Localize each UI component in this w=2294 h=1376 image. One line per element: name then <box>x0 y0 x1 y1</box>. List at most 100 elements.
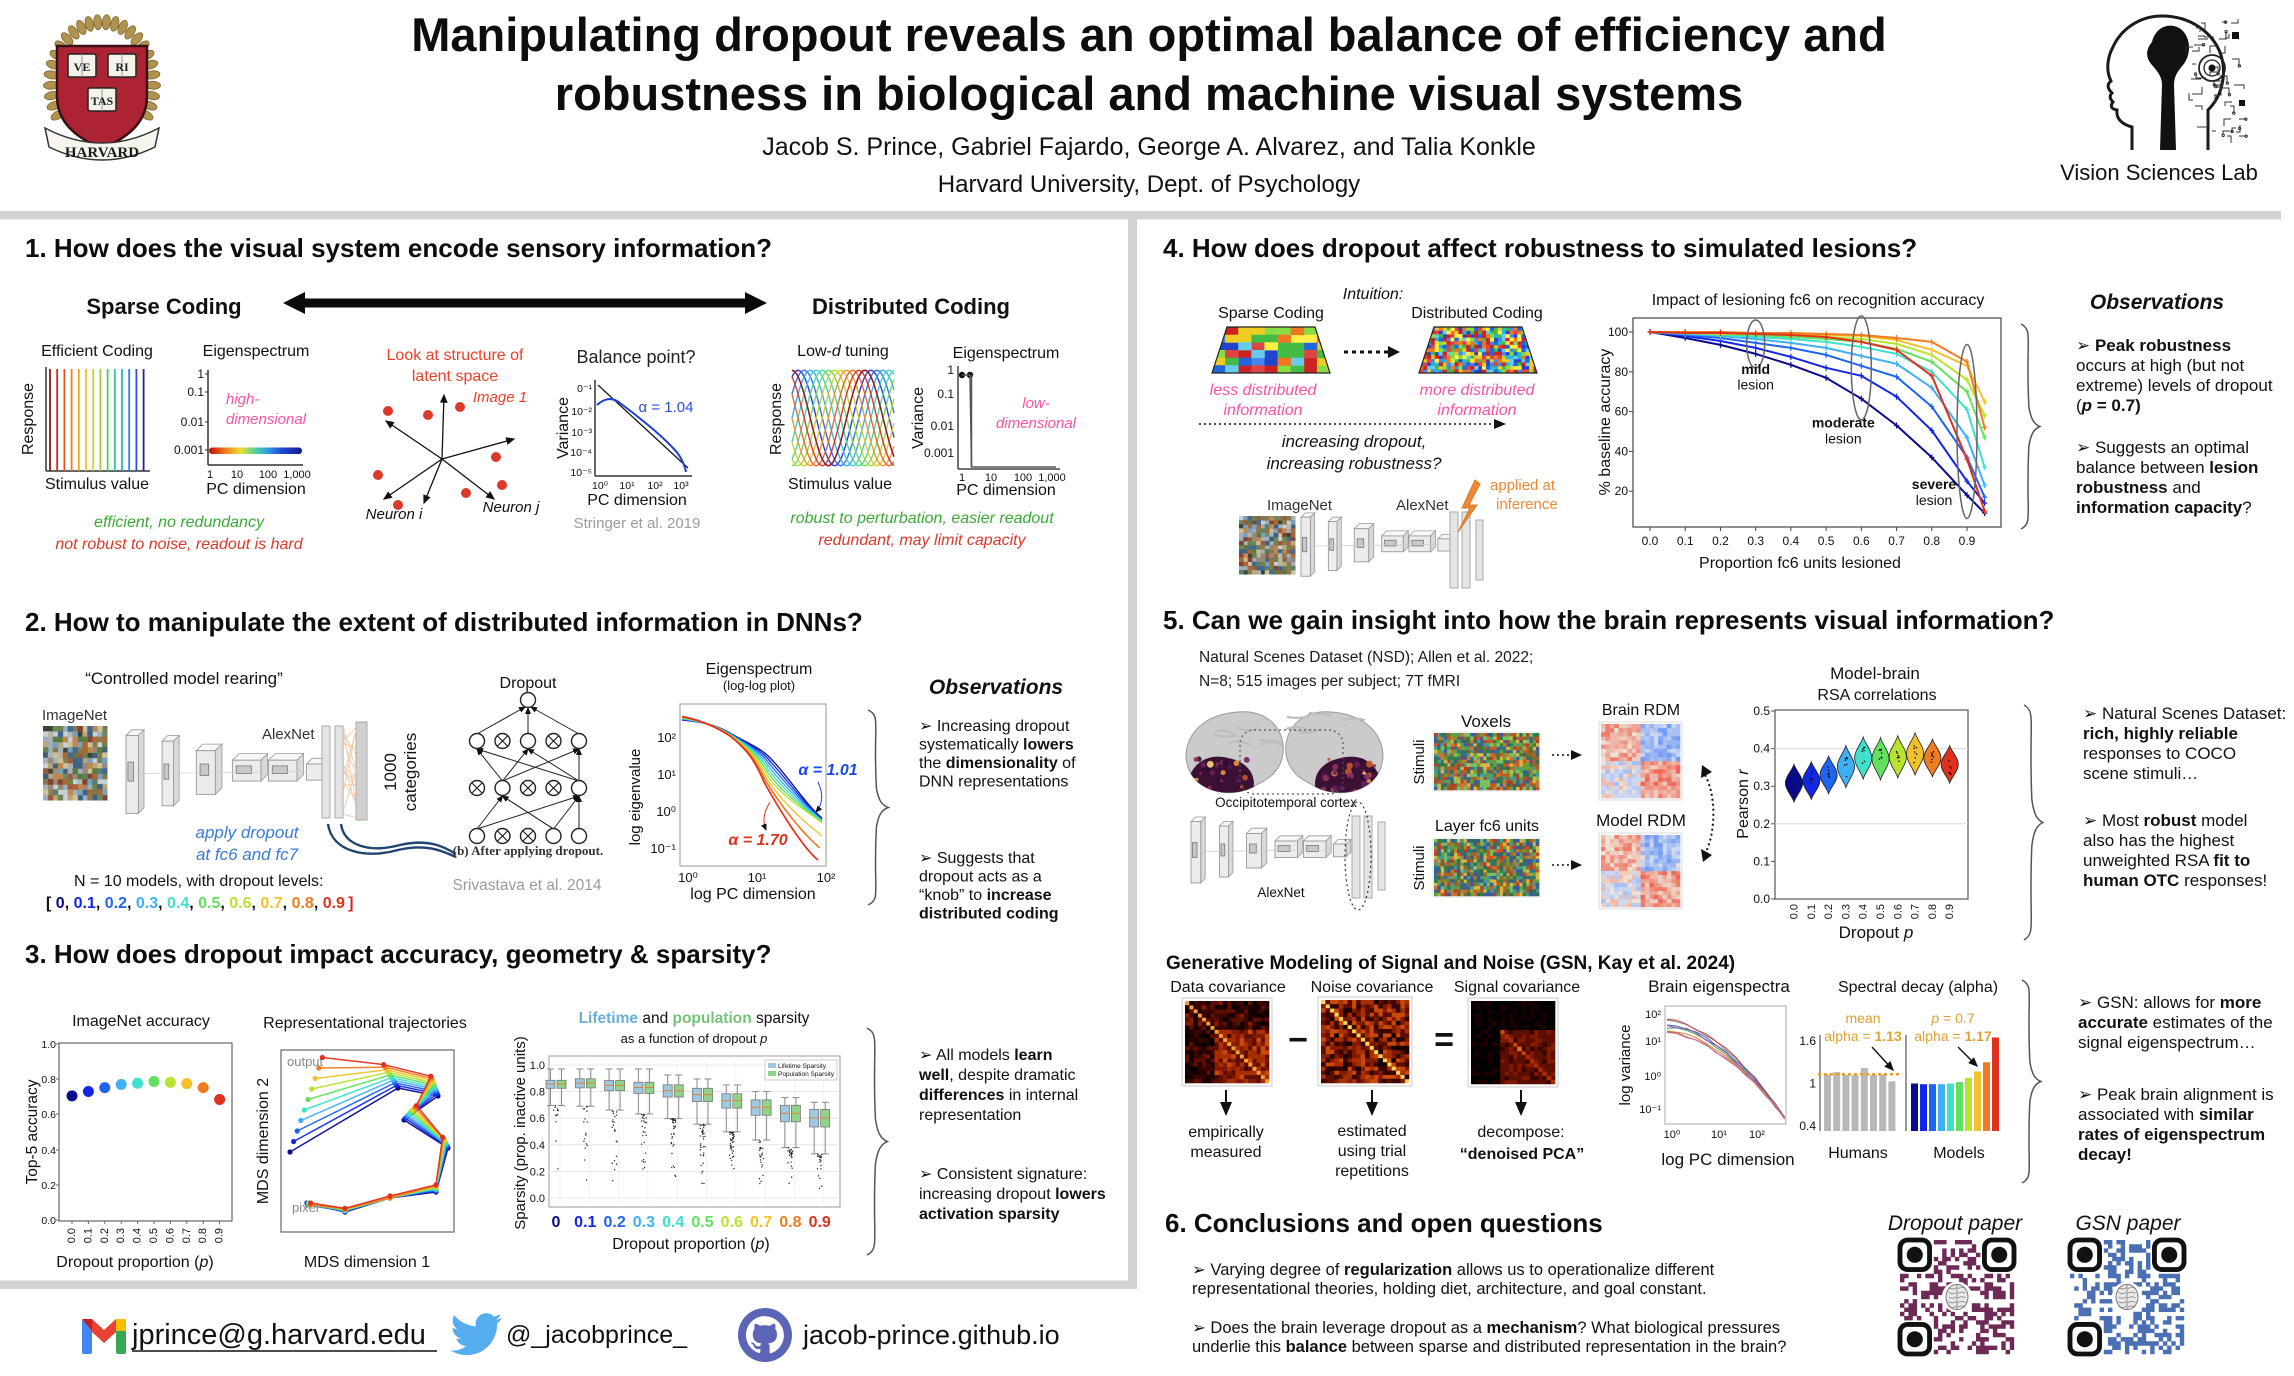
svg-text:0.7: 0.7 <box>1910 904 1922 919</box>
svg-text:100: 100 <box>259 469 277 481</box>
svg-text:0.2: 0.2 <box>1823 904 1835 919</box>
svg-text:0.2: 0.2 <box>603 1214 625 1231</box>
svg-text:0.4: 0.4 <box>41 1145 56 1157</box>
svg-text:Signal covariance: Signal covariance <box>1454 979 1580 996</box>
svg-text:HARVARD: HARVARD <box>65 145 139 161</box>
svg-text:lesion: lesion <box>1825 430 1862 446</box>
svg-text:lesion: lesion <box>1737 377 1774 393</box>
svg-text:PC dimension: PC dimension <box>206 481 306 498</box>
svg-text:robust to perturbation, easier: robust to perturbation, easier readout <box>790 510 1054 527</box>
svg-text:Sparsity (prop. inactive units: Sparsity (prop. inactive units) <box>512 1036 529 1229</box>
svg-text:DNN representations: DNN representations <box>919 774 1068 791</box>
svg-text:Dropout paper: Dropout paper <box>1888 1212 2023 1235</box>
svg-text:Jacob S. Prince, Gabriel Fajar: Jacob S. Prince, Gabriel Fajardo, George… <box>762 133 1536 161</box>
svg-text:as a function of dropout p: as a function of dropout p <box>621 1031 768 1046</box>
svg-text:1. How does the visual system: 1. How does the visual system encode sen… <box>25 233 772 263</box>
svg-text:➢ Suggests an optimal: ➢ Suggests an optimal <box>2076 438 2249 457</box>
svg-text:1.0: 1.0 <box>41 1039 56 1051</box>
svg-text:10²: 10² <box>647 480 663 492</box>
svg-text:Humans: Humans <box>1828 1145 1888 1162</box>
svg-text:10¹: 10¹ <box>657 767 676 782</box>
svg-text:inference: inference <box>1496 496 1558 513</box>
svg-text:➢ Peak robustness: ➢ Peak robustness <box>2076 336 2231 355</box>
svg-text:0.3: 0.3 <box>115 1228 127 1243</box>
svg-text:ImageNet accuracy: ImageNet accuracy <box>72 1013 210 1030</box>
svg-text:10¹: 10¹ <box>1645 1036 1661 1048</box>
svg-text:activation sparsity: activation sparsity <box>919 1206 1060 1223</box>
svg-text:the dimensionality of: the dimensionality of <box>919 755 1076 772</box>
svg-text:MDS dimension 1: MDS dimension 1 <box>304 1254 430 1271</box>
svg-text:0.0: 0.0 <box>1642 534 1659 548</box>
svg-text:0.2: 0.2 <box>530 1166 545 1178</box>
svg-text:Dropout proportion (p): Dropout proportion (p) <box>612 1236 769 1253</box>
svg-text:0.1: 0.1 <box>1753 854 1770 868</box>
svg-text:α = 1.04: α = 1.04 <box>639 399 694 416</box>
svg-text:log PC dimension: log PC dimension <box>1661 1150 1794 1169</box>
svg-text:10²: 10² <box>657 730 676 745</box>
svg-text:more distributed: more distributed <box>1420 382 1536 399</box>
svg-text:Dropout proportion (p): Dropout proportion (p) <box>56 1254 213 1271</box>
svg-text:0.1: 0.1 <box>1806 904 1818 919</box>
svg-text:robustness in biological and m: robustness in biological and machine vis… <box>555 67 1743 120</box>
svg-text:0.9: 0.9 <box>1944 904 1956 919</box>
svg-text:Distributed Coding: Distributed Coding <box>812 294 1010 319</box>
svg-text:(b) After applying dropout.: (b) After applying dropout. <box>453 843 604 858</box>
svg-text:N=8; 515 images per subject; 7: N=8; 515 images per subject; 7T fMRI <box>1199 673 1460 690</box>
svg-text:Sparse Coding: Sparse Coding <box>86 294 241 319</box>
svg-text:0.7: 0.7 <box>750 1214 772 1231</box>
svg-text:40: 40 <box>1615 444 1629 458</box>
svg-text:➢ GSN: allows for more: ➢ GSN: allows for more <box>2078 993 2261 1012</box>
svg-text:moderate: moderate <box>1812 415 1875 431</box>
svg-text:1000: 1000 <box>381 753 400 791</box>
svg-text:% baseline accuracy: % baseline accuracy <box>1597 349 1614 496</box>
svg-text:p = 0.7: p = 0.7 <box>1930 1010 1974 1026</box>
svg-text:10²: 10² <box>1645 1009 1661 1021</box>
svg-text:Generative Modeling of Signal: Generative Modeling of Signal and Noise … <box>1166 953 1735 974</box>
svg-text:Distributed Coding: Distributed Coding <box>1411 305 1543 322</box>
svg-text:0.0: 0.0 <box>1789 904 1801 919</box>
svg-text:Stimulus value: Stimulus value <box>788 476 892 493</box>
svg-text:0.9: 0.9 <box>1959 534 1976 548</box>
svg-text:efficient, no redundancy: efficient, no redundancy <box>94 514 265 531</box>
svg-text:0.3: 0.3 <box>1753 779 1770 793</box>
svg-text:@_jacobprince_: @_jacobprince_ <box>506 1321 688 1349</box>
svg-text:−: − <box>1288 1021 1308 1059</box>
svg-text:100: 100 <box>1608 325 1628 339</box>
svg-text:log PC dimension: log PC dimension <box>690 886 815 903</box>
svg-text:categories: categories <box>401 733 420 811</box>
svg-text:10⁰: 10⁰ <box>592 480 609 492</box>
svg-text:0.4: 0.4 <box>662 1214 684 1231</box>
svg-text:Stimuli: Stimuli <box>1411 845 1428 890</box>
svg-text:Stimulus value: Stimulus value <box>45 476 149 493</box>
svg-text:➢ Most robust model: ➢ Most robust model <box>2083 811 2247 830</box>
svg-text:0.4: 0.4 <box>1858 904 1870 919</box>
svg-text:60: 60 <box>1615 405 1629 419</box>
svg-text:➢ All models learn: ➢ All models learn <box>919 1047 1052 1064</box>
svg-text:signal eigenspectrum…: signal eigenspectrum… <box>2078 1033 2256 1052</box>
svg-text:Models: Models <box>1933 1145 1985 1162</box>
svg-text:0.1: 0.1 <box>187 385 204 399</box>
svg-text:10⁻¹: 10⁻¹ <box>1639 1104 1661 1116</box>
svg-text:0.6: 0.6 <box>530 1113 545 1125</box>
svg-text:VE: VE <box>74 60 91 74</box>
svg-text:0.4: 0.4 <box>1799 1119 1816 1133</box>
svg-text:Harvard University, Dept. of P: Harvard University, Dept. of Psychology <box>938 171 1360 198</box>
svg-text:accurate estimates of the: accurate estimates of the <box>2078 1013 2273 1032</box>
svg-text:(log-log plot): (log-log plot) <box>723 678 795 693</box>
svg-text:0.1: 0.1 <box>82 1228 94 1243</box>
svg-text:10⁻²: 10⁻² <box>571 406 592 418</box>
svg-text:AlexNet: AlexNet <box>1257 885 1305 900</box>
svg-text:Layer fc6 units: Layer fc6 units <box>1435 818 1539 835</box>
svg-text:10⁻⁵: 10⁻⁵ <box>570 467 592 479</box>
svg-text:alpha = 1.13: alpha = 1.13 <box>1824 1028 1902 1044</box>
svg-text:10⁰: 10⁰ <box>1664 1129 1681 1141</box>
svg-text:repetitions: repetitions <box>1335 1163 1409 1180</box>
svg-text:information: information <box>1223 402 1302 419</box>
svg-text:Manipulating dropout reveals a: Manipulating dropout reveals an optimal … <box>411 8 1887 61</box>
svg-text:Efficient Coding: Efficient Coding <box>41 343 153 360</box>
svg-text:Look at structure of: Look at structure of <box>387 347 525 364</box>
svg-text:increasing dropout,: increasing dropout, <box>1282 432 1427 451</box>
svg-text:RSA correlations: RSA correlations <box>1817 687 1936 704</box>
svg-text:0.0: 0.0 <box>1753 892 1770 906</box>
svg-text:0.5: 0.5 <box>1753 704 1770 718</box>
